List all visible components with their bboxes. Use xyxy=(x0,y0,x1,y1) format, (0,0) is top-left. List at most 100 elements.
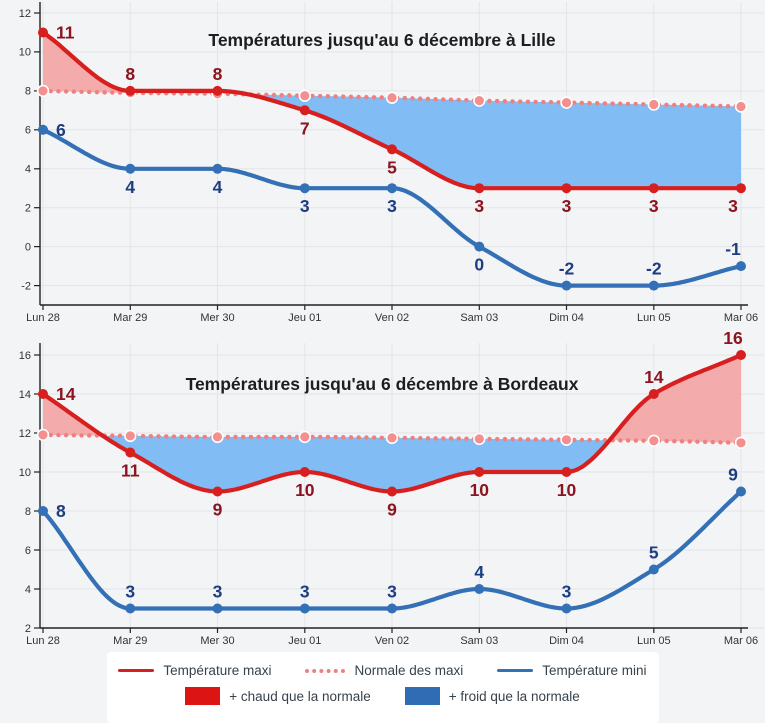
data-point-normale xyxy=(734,436,748,450)
x-axis-label: Mer 30 xyxy=(200,312,234,324)
dotted-line-swatch xyxy=(305,668,346,673)
data-point-mini xyxy=(736,261,746,272)
normale-maxi-points xyxy=(36,428,748,450)
data-point-mini xyxy=(474,241,485,252)
data-point-maxi xyxy=(561,183,572,194)
x-axis-label: Sam 03 xyxy=(460,312,498,324)
value-label-maxi: 5 xyxy=(387,157,397,177)
value-label-maxi: 9 xyxy=(387,500,397,520)
data-point-mini xyxy=(387,603,397,614)
value-label-mini: -2 xyxy=(646,259,662,279)
bordeaux-temperature-chart: 2 4 6 8 10 12 14 16 Lun 28 Mar 29 Mer 30 Jeu 01 Ven … xyxy=(19,330,764,647)
chart-block-bordeaux: 2 4 6 8 10 12 14 16 Lun 28 Mar 29 Mer 30 Jeu 01 Ven … xyxy=(0,330,765,650)
y-axis-label: 2 xyxy=(25,203,31,215)
value-label-maxi: 10 xyxy=(557,480,577,500)
data-point-mini xyxy=(561,280,572,291)
data-point-maxi xyxy=(387,486,397,497)
value-label-maxi: 10 xyxy=(470,480,490,500)
value-label-maxi: 11 xyxy=(56,23,75,43)
y-axis-label: 4 xyxy=(25,164,31,176)
data-point-normale xyxy=(385,91,399,104)
y-axis-label: 8 xyxy=(25,86,31,98)
data-point-maxi xyxy=(474,467,485,477)
legend-item-temperature-mini: Température mini xyxy=(497,663,647,678)
x-axis-label: Ven 02 xyxy=(375,312,409,324)
chart-legend: Température maxi Normale des maxi Tempér… xyxy=(106,652,659,723)
value-label-maxi: 3 xyxy=(728,196,738,216)
x-axis-label: Mer 30 xyxy=(200,635,234,647)
data-point-maxi xyxy=(474,183,485,194)
value-label-maxi: 9 xyxy=(213,500,223,520)
x-axis-label: Mar 06 xyxy=(724,635,758,647)
normale-deviation-fills xyxy=(43,355,741,492)
legend-row-series: Température maxi Normale des maxi Tempér… xyxy=(115,663,651,678)
value-label-mini: 3 xyxy=(213,582,223,602)
normale-maxi-line xyxy=(40,88,744,109)
data-point-normale xyxy=(385,431,399,445)
y-axis-label: 12 xyxy=(19,428,31,440)
value-label-mini: 8 xyxy=(56,501,66,521)
value-label-maxi: 7 xyxy=(300,118,310,138)
data-point-normale xyxy=(124,429,137,443)
y-axis-label: 10 xyxy=(19,467,31,479)
x-axis-label: Lun 05 xyxy=(637,635,671,647)
legend-label-warmer: + chaud que la normale xyxy=(229,688,371,704)
y-axis-label: -2 xyxy=(21,280,31,292)
y-axis-label: 6 xyxy=(25,125,31,137)
value-label-mini: 0 xyxy=(474,255,484,275)
data-point-mini xyxy=(212,603,223,614)
y-axis-label: 12 xyxy=(19,8,31,20)
data-point-normale xyxy=(36,428,50,442)
value-label-mini: 3 xyxy=(300,196,310,216)
warmer-than-normal-area xyxy=(43,32,249,95)
x-axis-label: Jeu 01 xyxy=(288,635,321,647)
y-axis-label: 10 xyxy=(19,47,31,59)
data-point-normale xyxy=(560,96,573,109)
chart-title: Températures jusqu'au 6 décembre à Borde… xyxy=(186,374,579,394)
legend-item-temperature-maxi: Température maxi xyxy=(118,663,271,678)
x-axis-label: Sam 03 xyxy=(460,635,498,647)
temperature-mini-points xyxy=(38,486,746,614)
warmer-than-normal-area xyxy=(609,355,741,443)
data-point-maxi xyxy=(387,144,397,155)
value-label-maxi: 3 xyxy=(649,196,659,216)
value-label-mini: 4 xyxy=(125,177,135,197)
x-axis-label: Lun 05 xyxy=(637,312,671,324)
data-point-mini xyxy=(125,163,136,174)
temperature-mini-points xyxy=(38,124,746,291)
data-point-normale xyxy=(473,94,486,107)
data-point-maxi xyxy=(38,389,48,399)
normale-deviation-fills xyxy=(43,32,741,189)
data-point-normale xyxy=(473,432,486,446)
value-label-mini: 5 xyxy=(649,543,659,563)
x-axis-label: Jeu 01 xyxy=(288,312,321,324)
value-label-maxi: 14 xyxy=(56,384,76,404)
data-point-maxi xyxy=(736,350,746,360)
data-point-mini xyxy=(561,603,572,614)
y-axis-label: 16 xyxy=(19,350,31,362)
data-point-normale xyxy=(647,98,660,111)
value-label-mini: 3 xyxy=(125,582,135,602)
value-label-mini: 9 xyxy=(728,465,738,485)
data-point-maxi xyxy=(38,27,48,38)
x-axis-label: Mar 06 xyxy=(724,312,758,324)
legend-label-maxi: Température maxi xyxy=(163,663,272,678)
value-label-mini: -2 xyxy=(559,259,575,279)
axes: -2 0 2 4 6 8 10 12 Lun 28 Mar 29 Mer 30 Jeu 01 Ven 0… xyxy=(19,2,758,324)
data-point-normale xyxy=(647,434,660,448)
lille-temperature-chart: -2 0 2 4 6 8 10 12 Lun 28 Mar 29 Mer 30 Jeu 01 Ven 0… xyxy=(19,2,764,324)
temperature-maxi-points xyxy=(38,350,746,497)
data-point-normale xyxy=(298,430,311,444)
data-point-maxi xyxy=(299,105,310,116)
normale-maxi-line xyxy=(40,432,744,445)
red-area-swatch xyxy=(185,687,221,705)
legend-row-areas: + chaud que la normale + froid que la no… xyxy=(115,687,651,705)
value-label-maxi: 3 xyxy=(562,196,572,216)
value-label-mini: 3 xyxy=(387,196,397,216)
data-point-normale xyxy=(36,84,50,98)
value-labels: 11 8 8 7 5 3 3 3 3 6 4 4 3 3 0 -2 -2 -1 xyxy=(56,23,741,279)
value-label-maxi: 14 xyxy=(644,367,664,387)
y-axis-label: 4 xyxy=(25,584,31,596)
chart-block-lille: -2 0 2 4 6 8 10 12 Lun 28 Mar 29 Mer 30 Jeu 01 Ven 0… xyxy=(0,0,765,330)
